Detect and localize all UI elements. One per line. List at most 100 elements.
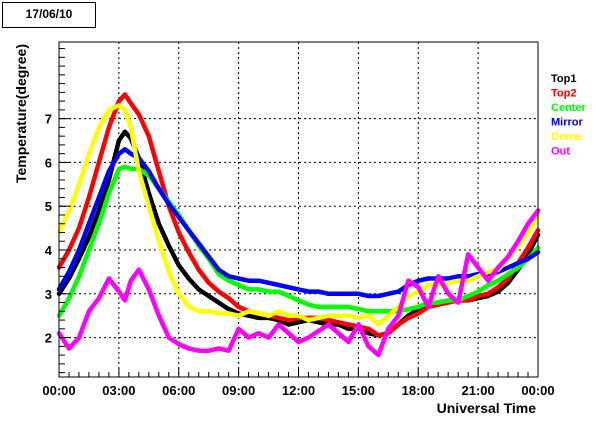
point-top1 [246, 313, 251, 318]
point-top2 [176, 230, 181, 235]
point-center [376, 309, 381, 314]
point-dome [376, 322, 381, 327]
point-top1 [206, 293, 211, 298]
point-mirror [66, 269, 71, 274]
point-mirror [296, 287, 301, 292]
point-center [296, 298, 301, 303]
point-dome [266, 313, 271, 318]
point-dome [176, 291, 181, 296]
point-dome [366, 313, 371, 318]
point-mirror [76, 248, 81, 253]
point-out [316, 329, 321, 334]
point-out [286, 331, 291, 336]
point-top2 [136, 112, 141, 117]
point-top2 [76, 226, 81, 231]
x-tick-label-7: 21:00 [462, 383, 495, 398]
point-dome [216, 311, 221, 316]
point-mirror [206, 254, 211, 259]
point-center [346, 304, 351, 309]
point-top1 [76, 256, 81, 261]
point-mirror [356, 291, 361, 296]
point-out [176, 342, 181, 347]
legend: Top1 Top2 Center Mirror Dome Out [551, 73, 587, 158]
point-out [306, 335, 311, 340]
point-out [496, 265, 501, 270]
point-dome [486, 269, 491, 274]
point-center [266, 289, 271, 294]
point-out [416, 285, 421, 290]
point-mirror [306, 289, 311, 294]
point-top2 [196, 267, 201, 272]
point-out [66, 346, 71, 351]
point-top2 [346, 322, 351, 327]
point-top2 [226, 296, 231, 301]
point-dome [226, 311, 231, 316]
point-dome [406, 293, 411, 298]
point-top2 [236, 304, 241, 309]
point-top2 [286, 318, 291, 323]
point-center [506, 272, 511, 277]
point-mirror [366, 293, 371, 298]
point-top2 [146, 134, 151, 139]
point-top2 [86, 195, 91, 200]
point-dome [256, 311, 261, 316]
point-center [406, 307, 411, 312]
point-mirror [156, 186, 161, 191]
point-mirror [176, 215, 181, 220]
point-center [366, 309, 371, 314]
point-center [216, 272, 221, 277]
point-mirror [196, 241, 201, 246]
point-dome [166, 269, 171, 274]
legend-entry-top2: Top2 [551, 88, 576, 100]
point-mirror [526, 256, 531, 261]
point-mirror [236, 276, 241, 281]
y-tick-label-2: 4 [45, 243, 53, 258]
point-center [446, 298, 451, 303]
point-top2 [396, 322, 401, 327]
point-out [406, 278, 411, 283]
point-out [156, 313, 161, 318]
point-center [316, 304, 321, 309]
point-top1 [226, 307, 231, 312]
point-out [116, 289, 121, 294]
point-top1 [196, 287, 201, 292]
point-mirror [266, 280, 271, 285]
point-center [236, 283, 241, 288]
point-top1 [496, 289, 501, 294]
x-tick-label-8: 00:00 [521, 383, 554, 398]
ticks: 00:00 03:00 06:00 09:00 12:00 15:00 18:00 21:00… [42, 48, 555, 398]
point-out [226, 348, 231, 353]
point-top2 [206, 280, 211, 285]
point-mirror [276, 283, 281, 288]
point-dome [386, 313, 391, 318]
point-mirror [386, 291, 391, 296]
point-dome [76, 182, 81, 187]
point-out [526, 221, 531, 226]
point-top2 [186, 250, 191, 255]
point-top1 [122, 129, 127, 134]
point-mirror [516, 261, 521, 266]
point-out [276, 322, 281, 327]
point-out [296, 339, 301, 344]
point-dome [326, 313, 331, 318]
point-center [256, 287, 261, 292]
point-center [356, 307, 361, 312]
point-out [386, 326, 391, 331]
point-dome [146, 204, 151, 209]
point-top2 [486, 291, 491, 296]
point-dome [476, 274, 481, 279]
point-out [486, 278, 491, 283]
point-center [96, 221, 101, 226]
point-center [466, 293, 471, 298]
point-dome [106, 107, 111, 112]
point-dome [466, 278, 471, 283]
point-mirror [426, 276, 431, 281]
point-top1 [286, 322, 291, 327]
y-tick-label-1: 3 [45, 287, 52, 302]
point-mirror [122, 147, 127, 152]
point-dome [356, 315, 361, 320]
point-center [128, 166, 133, 171]
series-layer [56, 92, 541, 358]
point-top1 [366, 331, 371, 336]
